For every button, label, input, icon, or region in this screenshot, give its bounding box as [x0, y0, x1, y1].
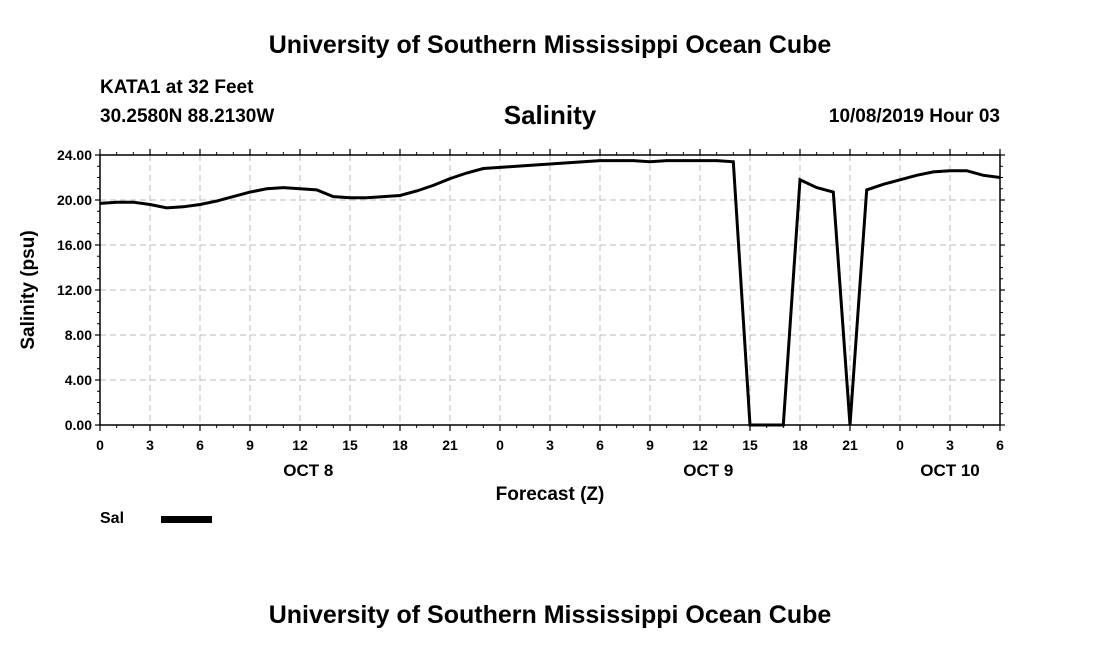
- date-label: OCT 8: [283, 461, 333, 480]
- data-point: [199, 203, 201, 206]
- data-point: [615, 159, 618, 162]
- data-point: [515, 165, 518, 168]
- x-tick-label: 21: [842, 437, 858, 453]
- data-point: [432, 184, 435, 187]
- data-point: [149, 203, 151, 206]
- data-point: [949, 169, 951, 172]
- data-point: [699, 159, 701, 162]
- data-point: [915, 174, 918, 177]
- data-point: [132, 201, 135, 203]
- data-point: [482, 167, 485, 170]
- data-point: [532, 164, 535, 166]
- y-tick-label: 4.00: [65, 372, 92, 388]
- data-point: [715, 159, 718, 162]
- data-point: [799, 179, 801, 181]
- x-tick-label: 9: [646, 437, 654, 453]
- data-point: [649, 161, 651, 163]
- x-tick-label: 6: [196, 437, 204, 453]
- x-tick-label: 21: [442, 437, 458, 453]
- y-tick-label: 20.00: [57, 192, 92, 208]
- data-point: [632, 159, 635, 162]
- data-point: [299, 188, 301, 190]
- station-coordinates: 30.2580N 88.2130W: [100, 106, 275, 127]
- legend-swatch-sal: [161, 516, 212, 523]
- legend-label: Sal: [100, 510, 125, 527]
- x-tick-label: 15: [342, 437, 358, 453]
- data-point: [882, 183, 885, 186]
- station-name: KATA1 at 32 Feet: [100, 77, 254, 98]
- date-label: OCT 9: [683, 461, 733, 480]
- y-tick-label: 24.00: [57, 147, 92, 163]
- x-tick-label: 6: [996, 437, 1004, 453]
- data-point: [565, 162, 568, 164]
- x-tick-label: 0: [496, 437, 504, 453]
- x-tick-label: 12: [692, 437, 708, 453]
- x-tick-label: 18: [792, 437, 808, 453]
- data-point: [165, 207, 168, 209]
- y-tick-label: 8.00: [65, 327, 92, 343]
- footer-title: University of Southern Mississippi Ocean…: [268, 601, 832, 629]
- x-tick-label: 12: [292, 437, 308, 453]
- data-point: [832, 191, 835, 193]
- data-point: [932, 171, 935, 173]
- grid: [100, 155, 1000, 425]
- x-axis-label: Forecast (Z): [496, 484, 605, 505]
- data-point: [382, 195, 385, 198]
- data-point: [349, 197, 351, 199]
- data-point: [499, 166, 501, 169]
- data-point: [965, 169, 968, 172]
- x-tick-label: 3: [946, 437, 954, 453]
- data-point: [315, 189, 318, 191]
- x-tick-label: 0: [96, 437, 104, 453]
- data-point: [465, 172, 468, 174]
- chart-title: Salinity: [503, 100, 597, 130]
- data-point: [332, 195, 335, 198]
- data-point: [449, 177, 451, 180]
- data-point: [815, 186, 818, 189]
- x-tick-label: 3: [146, 437, 154, 453]
- y-tick-label: 12.00: [57, 282, 92, 298]
- x-tick-label: 6: [596, 437, 604, 453]
- forecast-timestamp: 10/08/2019 Hour 03: [828, 106, 1000, 127]
- x-tick-label: 9: [246, 437, 254, 453]
- data-point: [182, 206, 185, 208]
- data-point: [865, 189, 868, 191]
- data-point: [115, 201, 118, 203]
- data-point: [599, 159, 601, 162]
- data-point: [732, 161, 735, 163]
- data-point: [365, 197, 368, 199]
- tick-labels: 0.00 4.00 8.00 12.00 16.00 20.00 24.00 0 3 6 9 12 15…: [57, 147, 1004, 480]
- data-point: [399, 194, 401, 197]
- data-point: [265, 188, 268, 190]
- data-point: [665, 159, 668, 162]
- data-point: [682, 159, 685, 162]
- y-axis-label: Salinity (psu): [18, 230, 39, 349]
- data-point: [549, 163, 551, 165]
- x-tick-label: 15: [742, 437, 758, 453]
- data-point: [232, 195, 235, 198]
- data-point: [415, 190, 418, 192]
- x-tick-label: 3: [546, 437, 554, 453]
- y-tick-label: 0.00: [65, 417, 92, 433]
- y-tick-label: 16.00: [57, 237, 92, 253]
- data-point: [249, 191, 251, 193]
- data-point: [982, 174, 985, 177]
- date-label: OCT 10: [920, 461, 980, 480]
- data-point: [215, 200, 218, 202]
- x-tick-label: 18: [392, 437, 408, 453]
- page-title: University of Southern Mississippi Ocean…: [268, 31, 832, 59]
- data-point: [282, 186, 285, 189]
- x-tick-label: 0: [896, 437, 904, 453]
- ticks: [95, 149, 1005, 431]
- data-point: [582, 161, 585, 163]
- data-point: [899, 179, 901, 181]
